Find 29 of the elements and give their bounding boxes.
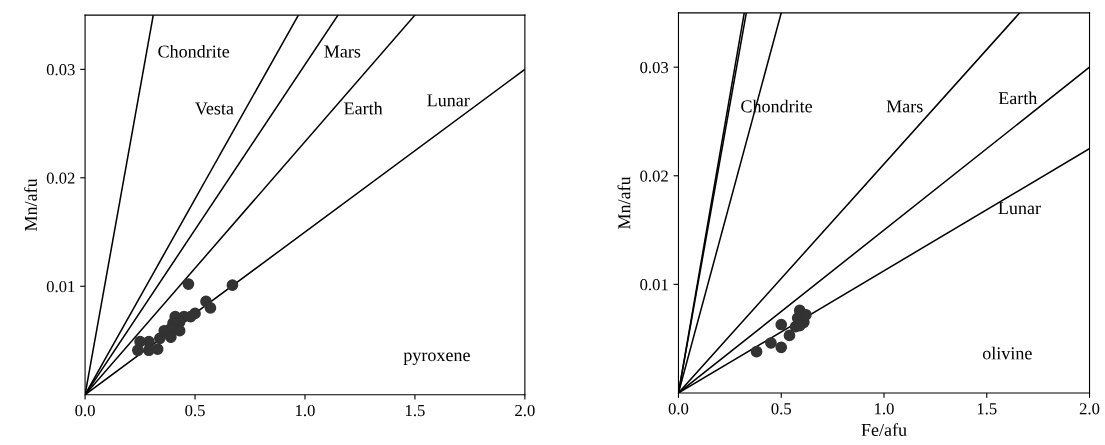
x-tick-label: 0.5 [771, 403, 791, 415]
x-tick-label: 2.0 [515, 404, 535, 417]
x-tick-label: 0.0 [668, 403, 689, 415]
annotation: olivine [982, 346, 1032, 360]
y-tick-label: 0.01 [46, 280, 75, 293]
y-axis-title: Mn/afu [24, 178, 37, 231]
x-axis-title: Fe/afu [861, 423, 907, 437]
y-axis-title: Mn/afu [617, 176, 631, 229]
y-tick-label: 0.02 [640, 170, 668, 182]
x-tick-label: 1.0 [296, 404, 315, 417]
x-tick-label: 2.0 [1079, 403, 1100, 415]
series-label: Lunar [427, 94, 470, 107]
y-tick-label: 0.03 [46, 64, 75, 76]
series-label: Lunar [998, 202, 1041, 215]
y-tick-label: 0.03 [640, 61, 669, 74]
x-tick-label: 0.5 [185, 404, 205, 417]
x-tick-label: 1.0 [875, 403, 894, 415]
series-label: Earth [998, 91, 1038, 105]
annotation: pyroxene [403, 352, 470, 365]
y-tick-label: 0.02 [46, 172, 75, 184]
series-label: Mars [324, 45, 361, 58]
x-tick-label: 1.5 [405, 405, 425, 417]
series-label: Earth [344, 101, 383, 115]
x-tick-label: 0.0 [75, 404, 95, 417]
series-label: Vesta [195, 102, 234, 115]
series-label: Mars [886, 100, 923, 113]
x-tick-label: 1.5 [977, 403, 997, 415]
y-tick-label: 0.01 [640, 279, 668, 291]
series-label: Chondrite [158, 44, 230, 58]
